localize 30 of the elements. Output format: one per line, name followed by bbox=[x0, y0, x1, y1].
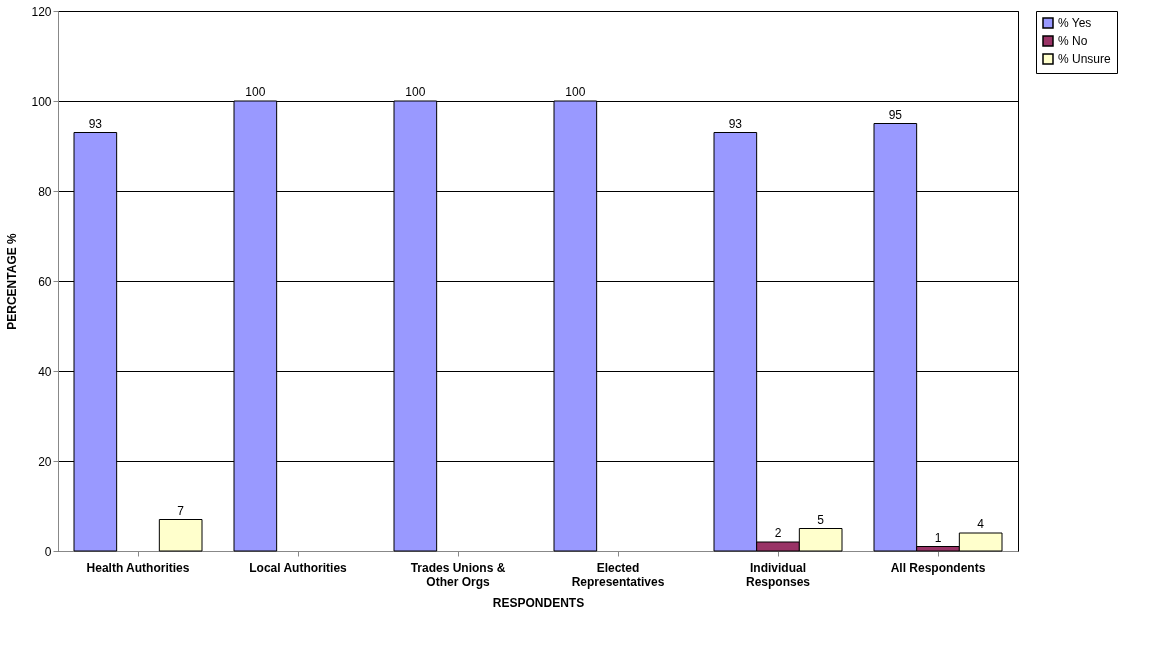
x-axis-title: RESPONDENTS bbox=[492, 595, 585, 610]
y-tick-label: 20 bbox=[38, 454, 52, 469]
data-label: 93 bbox=[728, 116, 743, 131]
data-label: 100 bbox=[245, 85, 266, 99]
x-tick-label: Elected Representatives bbox=[571, 560, 665, 589]
data-label: 2 bbox=[774, 526, 782, 540]
legend-label: % No bbox=[1058, 34, 1088, 48]
legend-label: % Yes bbox=[1058, 16, 1092, 30]
y-tick-label: 120 bbox=[31, 4, 52, 19]
y-tick-label: 80 bbox=[38, 184, 52, 199]
data-label: 100 bbox=[405, 85, 426, 99]
data-label: 7 bbox=[177, 503, 185, 518]
data-label: 1 bbox=[934, 530, 942, 545]
y-axis-title: PERCENTAGE % bbox=[5, 232, 20, 330]
bar bbox=[158, 519, 203, 552]
data-label: 100 bbox=[565, 85, 586, 99]
data-label: 93 bbox=[88, 116, 103, 131]
data-label: 95 bbox=[888, 107, 903, 122]
x-tick-label: Trades Unions & Other Orgs bbox=[410, 560, 506, 589]
x-tick-label: All Respondents bbox=[890, 560, 986, 575]
x-tick-label: Health Authorities bbox=[86, 560, 190, 575]
legend-label: % Unsure bbox=[1058, 52, 1112, 66]
y-tick-label: 40 bbox=[38, 364, 52, 379]
x-tick-label: Local Authorities bbox=[249, 560, 348, 575]
y-tick-label: 60 bbox=[38, 274, 52, 289]
data-label: 5 bbox=[817, 512, 825, 527]
x-tick-label: Individual Responses bbox=[745, 560, 811, 589]
data-label: 4 bbox=[977, 517, 985, 531]
y-tick-label: 0 bbox=[44, 544, 52, 559]
y-tick-label: 100 bbox=[31, 94, 52, 109]
